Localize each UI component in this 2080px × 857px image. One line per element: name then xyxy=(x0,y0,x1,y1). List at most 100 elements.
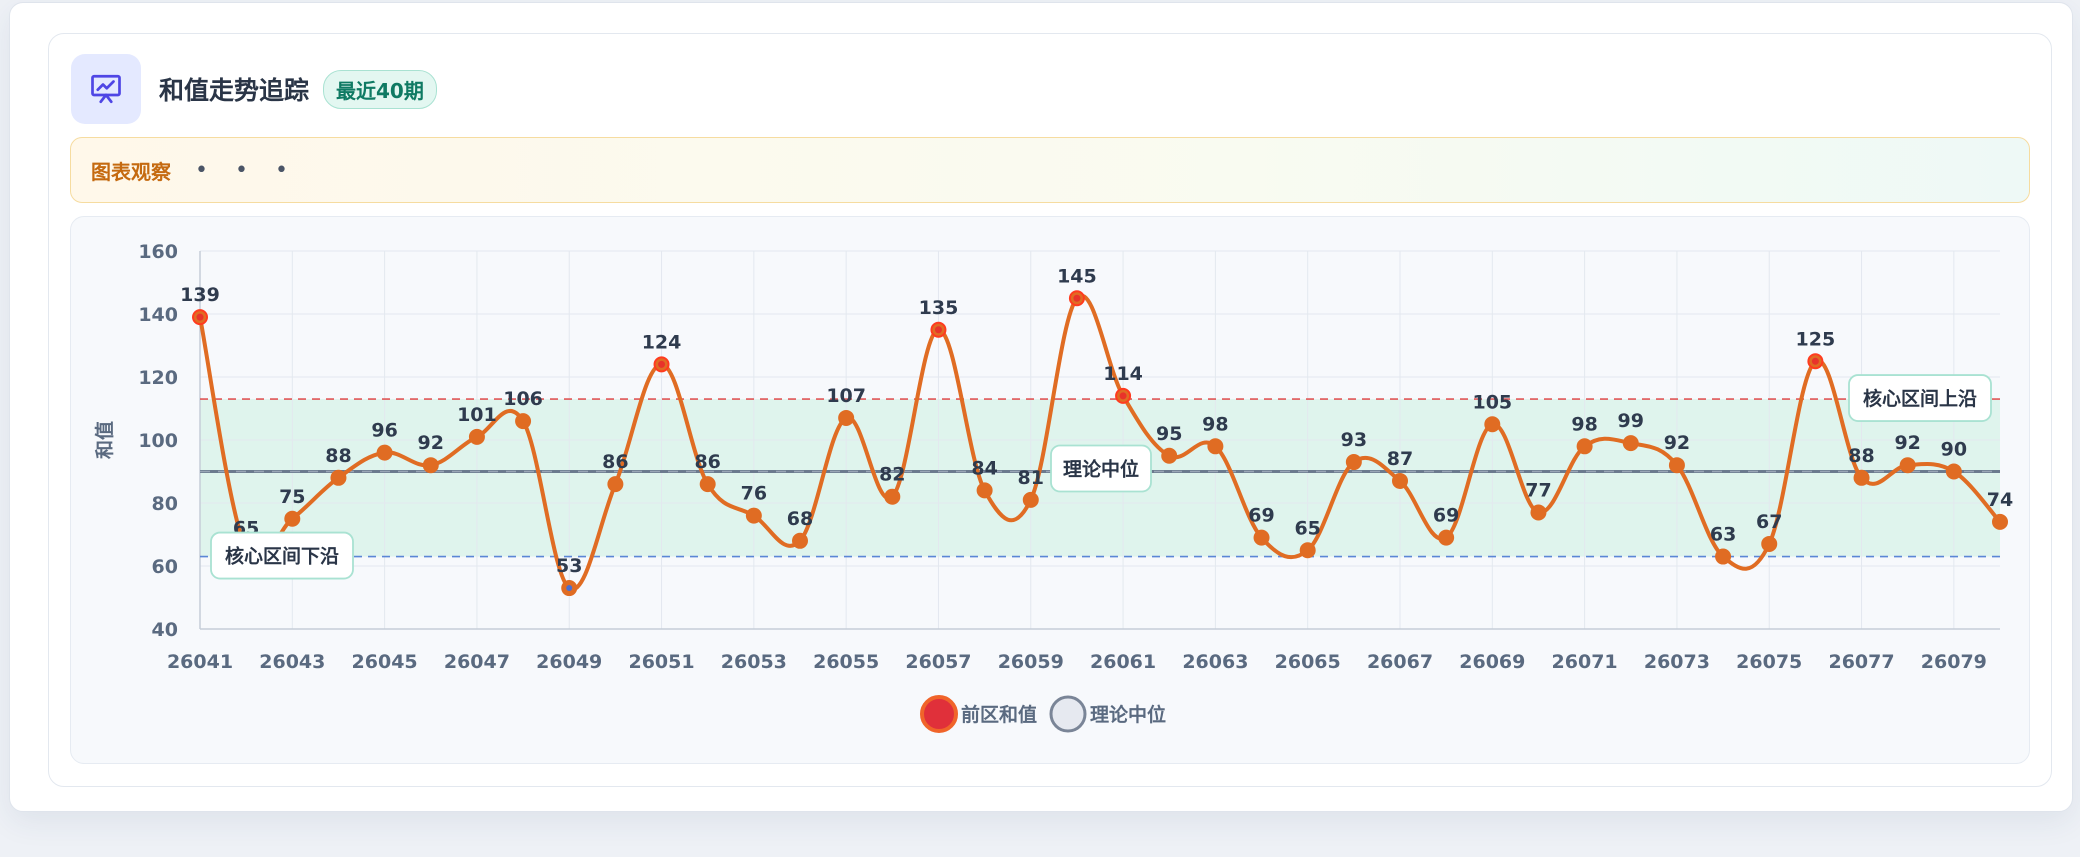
x-tick-label: 26053 xyxy=(721,651,787,673)
data-label: 96 xyxy=(371,420,397,442)
data-label: 90 xyxy=(1941,439,1967,461)
data-label: 145 xyxy=(1057,265,1097,287)
legend-median-label: 理论中位 xyxy=(1090,703,1166,726)
x-tick-label: 26059 xyxy=(998,651,1064,673)
data-label: 86 xyxy=(602,451,628,473)
data-point xyxy=(1022,491,1039,508)
upper-annotation-box xyxy=(1848,374,1992,422)
median-annotation-box xyxy=(1050,444,1152,493)
y-axis-title: 和值 xyxy=(93,421,116,459)
data-point-highlight xyxy=(196,313,204,321)
period-badge: 最近40期 xyxy=(323,69,437,109)
x-tick-label: 26057 xyxy=(905,651,971,673)
data-point-highlight xyxy=(1811,357,1819,365)
data-label: 99 xyxy=(1618,410,1644,432)
data-label: 92 xyxy=(1664,432,1690,454)
data-point xyxy=(1622,435,1639,452)
data-point xyxy=(1715,548,1732,565)
upper-annotation: 核心区间上沿 xyxy=(1863,387,1977,410)
data-point xyxy=(515,413,532,430)
y-tick-label: 100 xyxy=(138,430,178,452)
data-point xyxy=(1161,447,1178,464)
data-point xyxy=(1761,535,1778,552)
median-annotation: 理论中位 xyxy=(1063,458,1139,481)
x-tick-label: 26055 xyxy=(813,651,879,673)
data-point xyxy=(976,482,993,499)
x-tick-label: 26071 xyxy=(1552,651,1618,673)
data-point xyxy=(1530,504,1547,521)
data-label: 93 xyxy=(1341,429,1367,451)
data-point xyxy=(607,476,624,493)
data-point-highlight xyxy=(658,360,666,368)
x-tick-label: 26079 xyxy=(1921,651,1987,673)
data-point xyxy=(838,409,855,426)
x-tick-label: 26073 xyxy=(1644,651,1710,673)
y-tick-label: 140 xyxy=(138,304,178,326)
data-point xyxy=(376,444,393,461)
data-point xyxy=(1945,463,1962,480)
x-tick-label: 26049 xyxy=(536,651,602,673)
data-point xyxy=(1207,438,1224,455)
presentation-chart-icon xyxy=(71,54,141,124)
data-label: 92 xyxy=(418,432,444,454)
observation-loading-dots: • • • xyxy=(195,157,298,183)
data-point xyxy=(884,488,901,505)
legend-series-swatch xyxy=(920,695,958,733)
data-point xyxy=(1899,457,1916,474)
x-tick-label: 26065 xyxy=(1275,651,1341,673)
data-label: 84 xyxy=(971,457,997,479)
data-label: 82 xyxy=(879,464,905,486)
data-label: 74 xyxy=(1987,489,2013,511)
legend-median-swatch xyxy=(1049,695,1087,733)
x-tick-label: 26061 xyxy=(1090,651,1156,673)
x-tick-label: 26075 xyxy=(1736,651,1802,673)
data-label: 98 xyxy=(1202,413,1228,435)
data-label: 63 xyxy=(1710,524,1736,546)
data-label: 124 xyxy=(642,331,682,353)
chart-panel: 40 60 80 100 120 140 160 26041 26043 26045 26047 26… xyxy=(70,216,2030,764)
data-label: 77 xyxy=(1525,479,1551,501)
card-title: 和值走势追踪 xyxy=(159,76,310,105)
data-label: 87 xyxy=(1387,448,1413,470)
data-point xyxy=(1668,457,1685,474)
data-point xyxy=(330,469,347,486)
data-label: 105 xyxy=(1472,391,1512,413)
data-point xyxy=(468,428,485,445)
data-point xyxy=(1253,529,1270,546)
data-label: 86 xyxy=(694,451,720,473)
data-point-highlight xyxy=(934,326,942,334)
x-tick-label: 26043 xyxy=(259,651,325,673)
x-tick-label: 26045 xyxy=(352,651,418,673)
data-point xyxy=(1484,416,1501,433)
page-frame: 和值走势追踪 最近40期 图表观察 • • • 40 60 80 100 120 140 1… xyxy=(9,2,2073,812)
data-label: 107 xyxy=(826,385,866,407)
observation-banner[interactable]: 图表观察 • • • xyxy=(70,137,2030,203)
data-label: 65 xyxy=(1294,517,1320,539)
data-point xyxy=(1299,542,1316,559)
data-point xyxy=(1345,454,1362,471)
y-tick-label: 60 xyxy=(152,556,178,578)
data-label: 95 xyxy=(1156,423,1182,445)
card-header: 和值走势追踪 最近40期 xyxy=(71,54,437,124)
data-point xyxy=(1992,513,2008,530)
legend-series-label: 前区和值 xyxy=(961,703,1037,726)
data-label: 88 xyxy=(325,445,351,467)
data-label: 53 xyxy=(556,555,582,577)
data-point xyxy=(1853,469,1870,486)
data-label: 125 xyxy=(1796,328,1836,350)
y-tick-label: 160 xyxy=(138,241,178,263)
data-point xyxy=(792,532,808,549)
data-point xyxy=(1438,529,1455,546)
data-point xyxy=(745,507,762,524)
x-tick-label: 26063 xyxy=(1182,651,1248,673)
data-label: 139 xyxy=(180,284,220,306)
observation-title: 图表观察 xyxy=(91,159,171,184)
data-label: 76 xyxy=(741,483,767,505)
data-label: 135 xyxy=(919,297,959,319)
data-label: 101 xyxy=(457,404,497,426)
data-point xyxy=(699,476,716,493)
x-tick-label: 26067 xyxy=(1367,651,1433,673)
data-label: 67 xyxy=(1756,511,1782,533)
data-point xyxy=(422,457,439,474)
data-label: 69 xyxy=(1433,505,1459,527)
